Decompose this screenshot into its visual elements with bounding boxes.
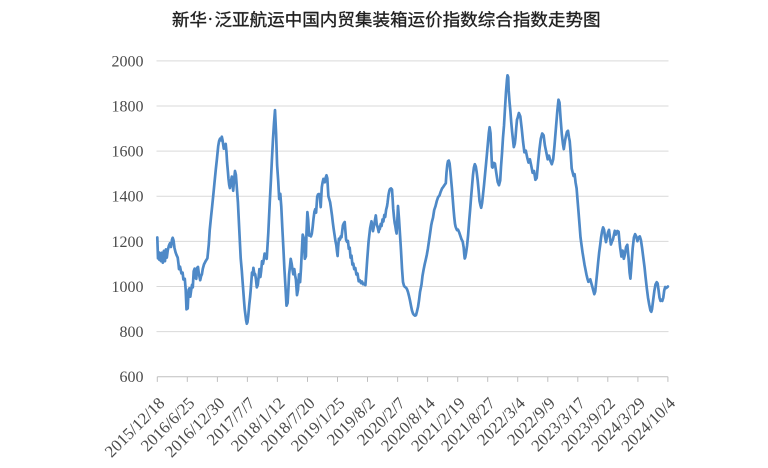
svg-text:2000: 2000 (112, 53, 144, 70)
svg-text:600: 600 (120, 369, 144, 386)
svg-text:800: 800 (120, 324, 144, 341)
svg-text:1600: 1600 (112, 144, 144, 161)
svg-text:1800: 1800 (112, 98, 144, 115)
svg-text:1000: 1000 (112, 279, 144, 296)
svg-text:1400: 1400 (112, 189, 144, 206)
svg-text:1200: 1200 (112, 234, 144, 251)
